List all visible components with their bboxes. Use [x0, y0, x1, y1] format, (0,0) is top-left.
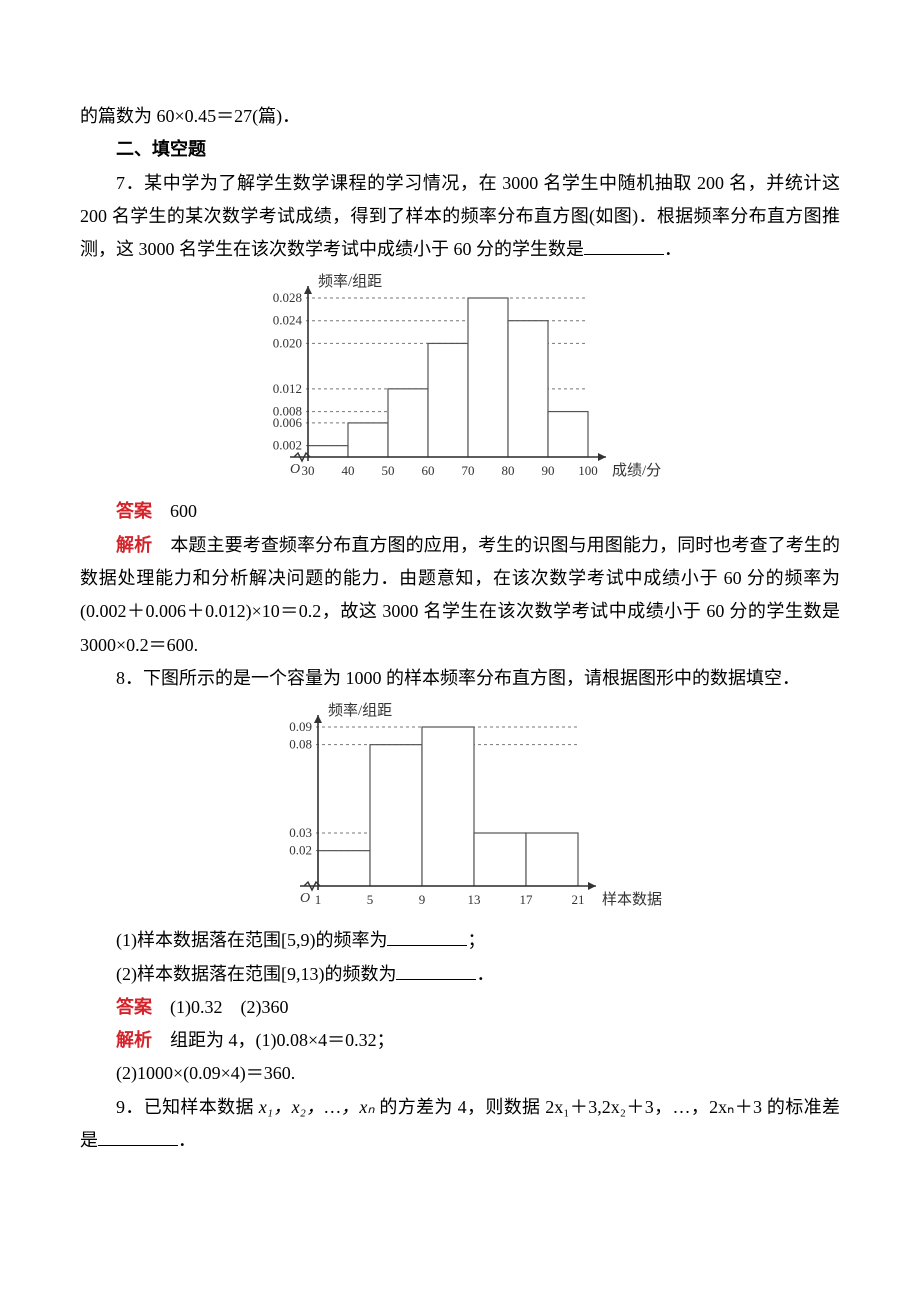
q8a-body: (1)样本数据落在范围[5,9)的频率为	[116, 930, 387, 950]
svg-text:40: 40	[342, 463, 355, 478]
q8b-blank	[396, 961, 476, 980]
svg-text:0.03: 0.03	[289, 825, 312, 840]
svg-text:成绩/分: 成绩/分	[612, 462, 661, 479]
svg-text:0.09: 0.09	[289, 719, 312, 734]
explain-label: 解析	[116, 1030, 152, 1050]
section-heading-fill: 二、填空题	[80, 133, 840, 166]
e8-line1: 解析 组距为 4，(1)0.08×4＝0.32；	[80, 1024, 840, 1057]
chart2-wrap: 0.02 0.03 0.08 0.09 1 5 9 13 17 21 O 频率/组距样本数据	[80, 701, 840, 916]
q8a-tail: ；	[467, 930, 485, 950]
e8-line2: (2)1000×(0.09×4)＝360.	[80, 1057, 840, 1090]
chart1-wrap: 0.0020.0060.0080.0120.0200.0240.02830405…	[80, 272, 840, 487]
svg-text:0.008: 0.008	[273, 404, 302, 419]
svg-text:100: 100	[578, 463, 598, 478]
svg-text:0.08: 0.08	[289, 737, 312, 752]
q8b-body: (2)样本数据落在范围[9,13)的频数为	[116, 964, 396, 984]
svg-text:O: O	[290, 462, 300, 477]
a7-line: 答案 600	[80, 495, 840, 528]
svg-text:0.028: 0.028	[273, 290, 302, 305]
q7-text: 7．某中学为了解学生数学课程的学习情况，在 3000 名学生中随机抽取 200 …	[80, 167, 840, 267]
svg-text:0.020: 0.020	[273, 336, 302, 351]
q7-body: 7．某中学为了解学生数学课程的学习情况，在 3000 名学生中随机抽取 200 …	[80, 173, 840, 260]
q9-text: 9．已知样本数据 x₁，x₂，…，xₙ 的方差为 4，则数据 2x₁＋3,2x₂…	[80, 1091, 840, 1158]
e7: 解析 本题主要考查频率分布直方图的应用，考生的识图与用图能力，同时也考查了考生的…	[80, 529, 840, 662]
q9-mid1: x₁，x₂，…，xₙ	[259, 1097, 375, 1117]
q9-pre: 9．已知样本数据	[116, 1097, 259, 1117]
q9-blank	[98, 1127, 178, 1146]
explain-label: 解析	[116, 535, 152, 555]
e7-text: 本题主要考查频率分布直方图的应用，考生的识图与用图能力，同时也考查了考生的数据处…	[80, 535, 840, 655]
e8-text1: 组距为 4，(1)0.08×4＝0.32；	[152, 1030, 395, 1050]
q9-tail: ．	[178, 1130, 196, 1150]
svg-text:频率/组距: 频率/组距	[328, 702, 392, 719]
svg-text:样本数据: 样本数据	[602, 891, 662, 908]
svg-text:1: 1	[315, 892, 322, 907]
answer-label: 答案	[116, 501, 152, 521]
q8b-tail: ．	[476, 964, 494, 984]
prev-answer-tail: 的篇数为 60×0.45＝27(篇)．	[80, 100, 840, 133]
svg-text:9: 9	[419, 892, 426, 907]
chart1-histogram: 0.0020.0060.0080.0120.0200.0240.02830405…	[240, 272, 680, 487]
svg-text:50: 50	[382, 463, 395, 478]
a8-line: 答案 (1)0.32 (2)360	[80, 991, 840, 1024]
svg-text:频率/组距: 频率/组距	[318, 273, 382, 290]
svg-text:0.002: 0.002	[273, 438, 302, 453]
svg-text:13: 13	[468, 892, 481, 907]
svg-text:80: 80	[502, 463, 515, 478]
answer-label: 答案	[116, 997, 152, 1017]
svg-text:O: O	[300, 891, 310, 906]
q8b: (2)样本数据落在范围[9,13)的频数为 ．	[80, 958, 840, 991]
svg-text:60: 60	[422, 463, 435, 478]
svg-text:0.02: 0.02	[289, 843, 312, 858]
svg-text:30: 30	[302, 463, 315, 478]
svg-text:0.012: 0.012	[273, 381, 302, 396]
q8a: (1)样本数据落在范围[5,9)的频率为 ；	[80, 924, 840, 957]
a8-value: (1)0.32 (2)360	[152, 997, 288, 1017]
svg-text:70: 70	[462, 463, 475, 478]
svg-text:21: 21	[572, 892, 585, 907]
chart2-histogram: 0.02 0.03 0.08 0.09 1 5 9 13 17 21 O 频率/组距样本数据	[250, 701, 670, 916]
svg-text:0.024: 0.024	[273, 313, 303, 328]
q7-tail: ．	[664, 239, 682, 259]
svg-text:90: 90	[542, 463, 555, 478]
q7-blank	[584, 236, 664, 255]
q8-text: 8．下图所示的是一个容量为 1000 的样本频率分布直方图，请根据图形中的数据填…	[80, 662, 840, 695]
q8a-blank	[387, 927, 467, 946]
a7-value: 600	[152, 501, 197, 521]
svg-text:5: 5	[367, 892, 374, 907]
page: 的篇数为 60×0.45＝27(篇)． 二、填空题 7．某中学为了解学生数学课程…	[0, 0, 920, 1302]
svg-text:17: 17	[520, 892, 534, 907]
